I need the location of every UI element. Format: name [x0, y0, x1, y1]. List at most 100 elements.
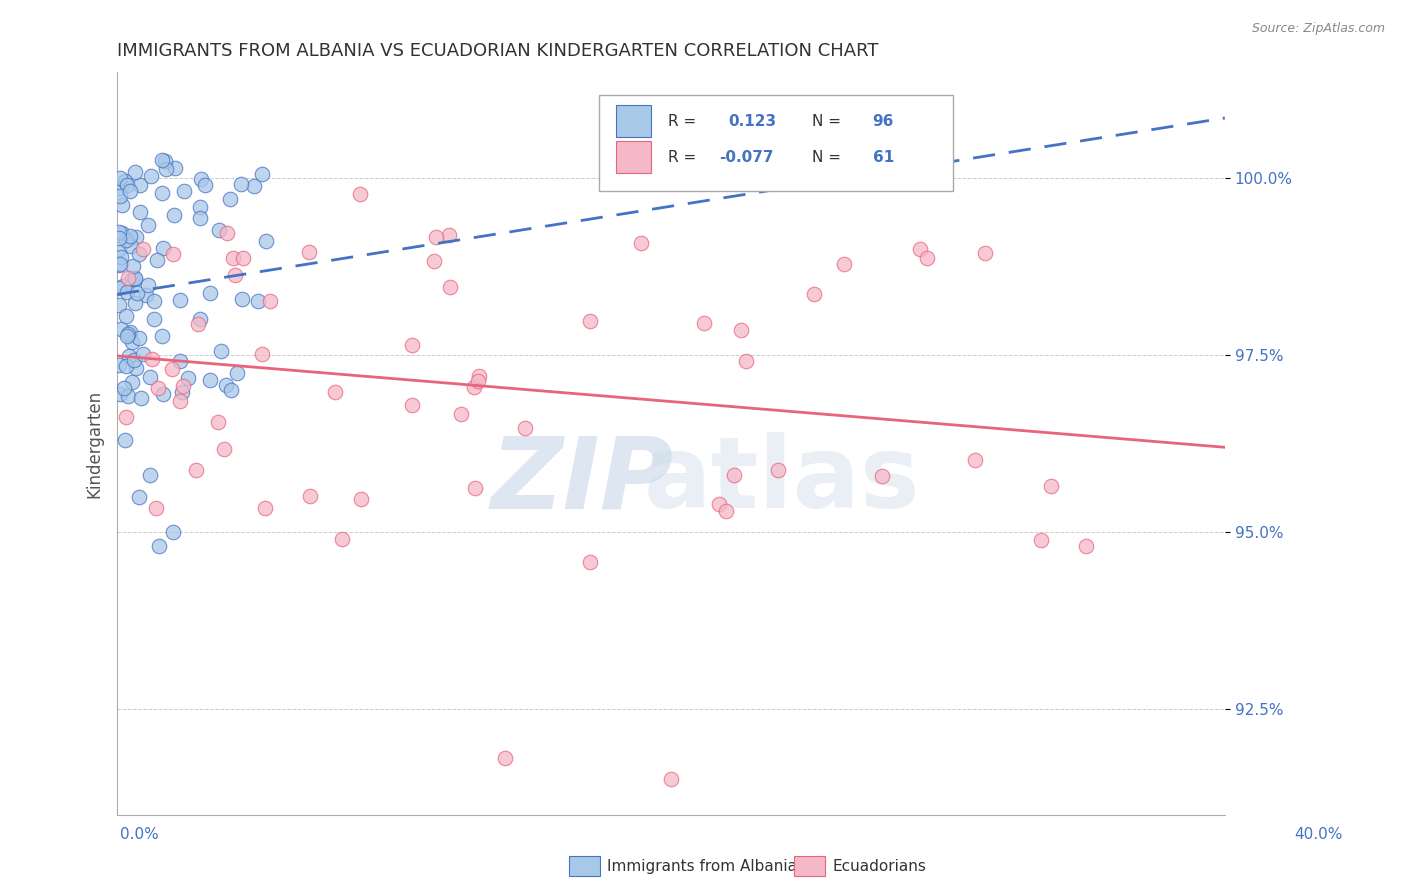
Point — [177, 371, 200, 385]
Text: 0.0%: 0.0% — [120, 827, 159, 841]
Point — [135, 287, 157, 301]
Point — [494, 751, 516, 765]
Point — [730, 323, 752, 337]
Point — [439, 227, 461, 242]
Point — [138, 370, 160, 384]
Point — [425, 229, 447, 244]
Point — [215, 378, 238, 392]
Point — [162, 246, 184, 260]
Point — [450, 407, 472, 421]
Point — [141, 352, 163, 367]
Point — [115, 285, 138, 299]
Point — [1029, 533, 1052, 547]
Point — [209, 344, 232, 359]
Point — [246, 294, 269, 309]
Point — [350, 491, 373, 506]
Point — [910, 242, 932, 256]
Point — [128, 331, 150, 345]
Point — [146, 253, 169, 268]
Point — [173, 184, 195, 198]
Point — [121, 334, 143, 349]
Point — [145, 501, 167, 516]
Point — [630, 235, 652, 250]
Point — [142, 312, 165, 326]
Point — [125, 360, 148, 375]
Text: Ecuadorians: Ecuadorians — [832, 859, 927, 873]
Point — [115, 329, 138, 343]
Point — [468, 368, 491, 383]
Point — [187, 317, 209, 331]
Point — [723, 467, 745, 482]
Point — [108, 231, 131, 245]
Point — [965, 452, 987, 467]
Point — [200, 286, 222, 301]
Point — [188, 200, 211, 214]
Point — [117, 326, 139, 341]
Point — [120, 184, 142, 198]
Point — [250, 167, 273, 181]
Text: atlas: atlas — [644, 432, 920, 529]
Text: N =: N = — [811, 150, 845, 164]
Point — [139, 468, 162, 483]
Point — [188, 311, 211, 326]
Text: 61: 61 — [873, 150, 894, 164]
Point — [129, 391, 152, 405]
Point — [186, 463, 208, 477]
Point — [194, 178, 217, 192]
Point — [148, 539, 170, 553]
Point — [142, 294, 165, 309]
Point — [163, 161, 186, 175]
Point — [128, 247, 150, 261]
Text: 40.0%: 40.0% — [1295, 827, 1343, 841]
Point — [734, 353, 756, 368]
Point — [422, 254, 444, 268]
Point — [117, 389, 139, 403]
Point — [110, 250, 132, 264]
Point — [129, 178, 152, 193]
Text: R =: R = — [668, 150, 700, 164]
Point — [208, 223, 231, 237]
Point — [128, 490, 150, 504]
Point — [117, 270, 139, 285]
Point — [513, 421, 536, 435]
Point — [114, 174, 136, 188]
Point — [579, 314, 602, 328]
Point — [115, 309, 138, 323]
Point — [172, 379, 194, 393]
Point — [152, 386, 174, 401]
Point — [110, 387, 132, 401]
Point — [207, 415, 229, 429]
Point — [217, 226, 239, 240]
Text: N =: N = — [811, 114, 845, 129]
Point — [259, 293, 281, 308]
Point — [139, 169, 162, 184]
Point — [125, 229, 148, 244]
Point — [146, 381, 169, 395]
Point — [659, 772, 682, 787]
FancyBboxPatch shape — [616, 105, 651, 137]
Point — [243, 178, 266, 193]
Point — [111, 198, 134, 212]
Point — [115, 178, 138, 192]
Point — [150, 328, 173, 343]
Point — [330, 532, 353, 546]
Point — [153, 153, 176, 168]
Point — [152, 241, 174, 255]
Text: ZIP: ZIP — [491, 432, 673, 529]
Point — [298, 490, 321, 504]
Point — [152, 153, 174, 167]
Point — [107, 281, 129, 295]
Point — [108, 188, 131, 202]
Point — [915, 251, 938, 265]
Point — [124, 165, 146, 179]
Point — [170, 385, 193, 400]
Point — [190, 172, 212, 186]
Point — [229, 177, 252, 191]
Point — [188, 211, 211, 226]
Point — [107, 242, 129, 256]
Point — [252, 347, 274, 361]
Point — [120, 239, 142, 253]
Point — [138, 219, 160, 233]
Text: Source: ZipAtlas.com: Source: ZipAtlas.com — [1251, 22, 1385, 36]
Point — [108, 171, 131, 186]
